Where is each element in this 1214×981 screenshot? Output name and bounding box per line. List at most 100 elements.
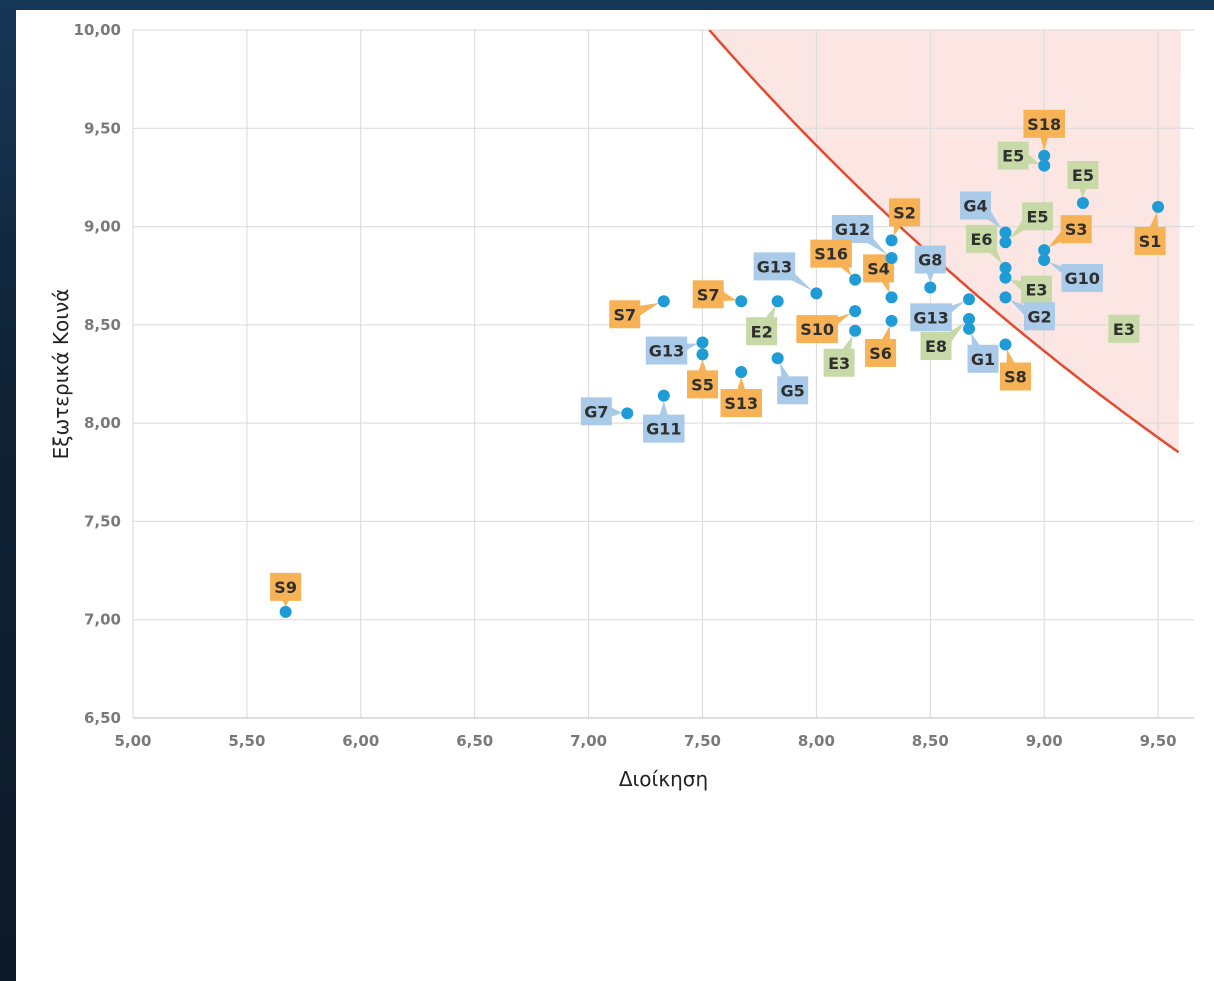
data-label-e3: E3	[823, 335, 855, 377]
label-pointer	[720, 291, 737, 302]
data-label-g13: G13	[645, 336, 698, 365]
data-label-s8: S8	[999, 349, 1031, 391]
data-point	[279, 605, 292, 618]
scatter-chart: 6,50 7,00 7,50 8,00 8,50 9,00 9,50 10,00 5,00 5,5…	[49, 21, 1194, 791]
label-text: G4	[963, 196, 987, 215]
label-text: E3	[1113, 320, 1135, 339]
data-point	[849, 305, 862, 318]
label-pointer	[636, 302, 660, 316]
data-label-g10: G10	[1048, 262, 1103, 292]
label-text: G5	[781, 381, 805, 400]
label-pointer	[658, 400, 669, 419]
y-tick-label: 6,50	[84, 709, 121, 727]
label-box	[1020, 275, 1052, 304]
data-point	[1038, 149, 1051, 162]
label-text: S16	[814, 245, 848, 264]
label-box	[823, 348, 855, 377]
label-box	[914, 245, 946, 274]
label-text: S7	[613, 305, 636, 324]
label-box	[796, 315, 838, 344]
label-text: G2	[1027, 307, 1051, 326]
label-pointer	[1039, 133, 1050, 151]
data-point	[771, 352, 784, 365]
data-point	[999, 226, 1012, 239]
label-text: G13	[757, 257, 792, 276]
label-box	[643, 414, 685, 443]
label-box	[997, 141, 1029, 170]
data-point	[885, 234, 898, 247]
data-label-g7: G7	[580, 397, 623, 426]
data-label-g13: G13	[910, 301, 965, 332]
label-text: G10	[1064, 269, 1099, 288]
label-box	[692, 280, 724, 309]
y-tick-label: 10,00	[74, 21, 121, 39]
data-point	[999, 271, 1012, 284]
data-point	[999, 291, 1012, 304]
label-text: G12	[835, 220, 870, 239]
data-label-s7: S7	[692, 280, 737, 309]
label-box	[609, 300, 641, 329]
data-label-g1: G1	[967, 333, 999, 373]
x-tick-label: 7,00	[570, 732, 607, 750]
data-label-e8: E8	[920, 322, 966, 360]
label-text: G8	[918, 251, 942, 270]
label-box	[889, 198, 921, 227]
label-text: E6	[970, 230, 992, 249]
data-point	[885, 314, 898, 327]
data-label-s13: S13	[720, 377, 762, 418]
data-label-s9: S9	[270, 572, 302, 607]
data-point	[1152, 200, 1165, 213]
label-text: S13	[724, 394, 758, 413]
y-tick-label: 9,50	[84, 119, 121, 137]
label-box	[645, 336, 688, 365]
data-point	[963, 312, 976, 325]
label-pointer	[609, 406, 623, 417]
data-label-g12: G12	[831, 215, 888, 256]
data-label-e3: E3	[1108, 314, 1140, 343]
x-tick-label: 8,00	[798, 732, 835, 750]
data-point	[696, 348, 709, 361]
data-label-g4: G4	[959, 191, 1002, 230]
data-point	[1038, 244, 1051, 257]
label-box	[920, 331, 952, 360]
data-label-s5: S5	[687, 359, 718, 399]
label-box	[810, 239, 852, 268]
label-text: S18	[1027, 115, 1061, 134]
label-text: S1	[1139, 232, 1162, 251]
data-point	[885, 252, 898, 265]
label-box	[720, 389, 762, 418]
data-point	[849, 273, 862, 286]
data-label-s2: S2	[889, 198, 921, 236]
data-point	[999, 236, 1012, 249]
label-box	[687, 370, 718, 399]
label-text: E3	[1025, 281, 1047, 300]
label-text: S6	[869, 344, 892, 363]
data-label-s3: S3	[1048, 215, 1092, 248]
x-axis-title: Διοίκηση	[619, 767, 708, 791]
data-point	[657, 389, 670, 402]
label-box	[1067, 160, 1099, 189]
label-text: G7	[584, 402, 608, 421]
data-label-e2: E2	[746, 305, 778, 346]
data-point	[810, 287, 823, 300]
data-point	[696, 336, 709, 349]
data-point	[1038, 159, 1051, 172]
data-label-g2: G2	[1009, 299, 1055, 331]
data-label-e5: E5	[1009, 202, 1053, 240]
label-box	[753, 252, 796, 281]
label-box	[959, 191, 991, 220]
label-text: S3	[1065, 220, 1088, 239]
data-point	[1076, 196, 1089, 209]
label-box	[965, 224, 997, 253]
x-tick-label: 7,50	[684, 732, 721, 750]
label-text: G11	[646, 420, 681, 439]
x-tick-label: 9,00	[1026, 732, 1063, 750]
data-point	[885, 291, 898, 304]
label-box	[746, 317, 778, 346]
data-label-s7: S7	[609, 300, 660, 329]
label-box	[1060, 215, 1092, 244]
y-tick-label: 7,00	[84, 611, 121, 629]
data-point	[999, 261, 1012, 274]
y-tick-label: 8,00	[84, 414, 121, 432]
y-tick-label: 9,00	[84, 218, 121, 236]
